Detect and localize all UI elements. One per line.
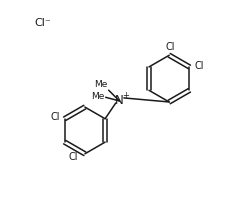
- Text: N: N: [115, 95, 124, 108]
- Text: Cl: Cl: [194, 61, 204, 71]
- Text: Me: Me: [94, 80, 108, 89]
- Text: Cl⁻: Cl⁻: [34, 18, 51, 28]
- Text: Cl: Cl: [166, 42, 175, 52]
- Text: Cl: Cl: [50, 112, 60, 122]
- Text: Cl: Cl: [68, 152, 78, 162]
- Text: +: +: [123, 91, 129, 100]
- Text: Me: Me: [91, 92, 105, 101]
